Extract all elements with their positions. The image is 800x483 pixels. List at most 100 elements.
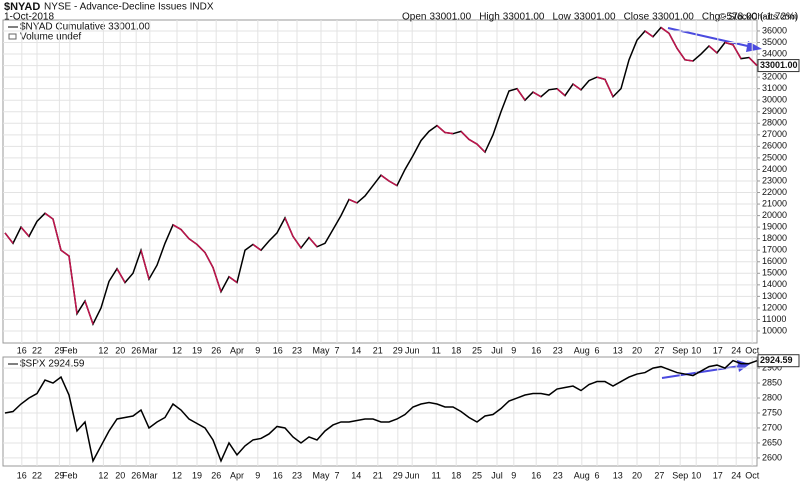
x-tick-label: 16 [531,470,541,480]
legend-label: $NYAD Cumulative 33001.00 [20,22,150,33]
x-tick-label: Apr [230,470,244,480]
x-tick-label: 14 [351,470,361,480]
decline-segment [724,41,734,46]
decline-segment [212,267,222,292]
y-tick-label: 29000 [762,106,787,116]
x-tick-label: 9 [511,470,516,480]
decline-segment [436,125,446,134]
quote-label: Chg [702,12,720,23]
y-tick-label: 26000 [762,141,787,151]
decline-segment [172,224,182,231]
series-line [4,359,758,464]
x-tick-label: Apr [230,345,244,355]
x-tick-label: 16 [273,470,283,480]
y-tick-label: 10000 [762,325,787,335]
x-tick-label: 10 [691,470,701,480]
instrument-name: NYSE - Advance-Decline Issues INDX [44,2,214,13]
x-tick-label: 25 [472,470,482,480]
x-tick-label: 29 [393,345,403,355]
decline-segment [84,300,94,325]
x-tick-label: 23 [553,345,563,355]
decline-segment [308,237,318,248]
x-tick-label: 20 [115,470,125,480]
decline-segment [52,218,62,251]
x-tick-label: 21 [373,345,383,355]
x-tick-label: 12 [172,345,182,355]
y-tick-label: 2700 [762,422,782,432]
x-tick-label: 6 [594,470,599,480]
x-tick-label: 14 [351,345,361,355]
x-tick-label: 18 [451,470,461,480]
y-tick-label: 2600 [762,452,782,462]
x-tick-label: Mar [142,470,158,480]
bottom-panel-frame [2,356,758,467]
y-tick-label: 21000 [762,198,787,208]
x-tick-label: Sep [672,470,688,480]
last-value-badge [757,59,800,73]
x-tick-label: 24 [731,345,741,355]
decline-segment [388,180,398,187]
y-tick-label: 15000 [762,268,787,278]
decline-segment [20,226,30,237]
x-tick-label: 24 [731,470,741,480]
x-tick-label: 12 [172,470,182,480]
y-tick-label: 2850 [762,377,782,387]
x-tick-label: 11 [432,345,441,355]
x-tick-label: 23 [292,345,302,355]
x-tick-label: 11 [432,470,441,480]
decline-segment [708,45,718,54]
quote-value: 33001.00 [503,12,545,23]
decline-segment [44,212,54,220]
x-tick-label: 16 [17,470,27,480]
x-tick-label: 23 [553,470,563,480]
legend-label: $SPX 2924.59 [20,359,85,370]
y-tick-label: 13000 [762,291,787,301]
decline-segment [476,143,486,153]
y-tick-label: 30000 [762,95,787,105]
x-tick-label: 18 [451,345,461,355]
x-tick-label: 6 [594,345,599,355]
x-tick-label: 10 [691,345,701,355]
y-tick-label: 24000 [762,164,787,174]
decline-segment [60,249,70,257]
x-tick-label: 26 [131,345,141,355]
quote-value: -578.00 (-1.72%) [723,12,798,23]
x-tick-label: 7 [334,470,339,480]
decline-segment [284,217,294,237]
x-tick-label: 26 [131,470,141,480]
x-tick-label: 20 [632,345,642,355]
last-value-label: 2924.59 [760,355,793,365]
decline-segment [572,83,582,91]
x-tick-label: Aug [574,470,590,480]
quote-value: 33001.00 [429,12,471,23]
x-tick-label: 27 [654,345,664,355]
x-tick-label: 29 [54,470,64,480]
y-tick-label: 2650 [762,437,782,447]
quote-label: Close [624,12,650,23]
decline-segment [140,250,150,280]
x-tick-label: 17 [713,470,723,480]
x-tick-label: 29 [393,470,403,480]
x-tick-label: Jul [491,470,503,480]
x-tick-label: 16 [531,345,541,355]
quote-value: 33001.00 [652,12,694,23]
y-tick-label: 31000 [762,83,787,93]
x-tick-label: 16 [17,345,27,355]
volume-note: Volume undef [20,32,81,43]
x-tick-label: 27 [654,470,664,480]
x-tick-label: 20 [632,470,642,480]
y-tick-label: 28000 [762,118,787,128]
x-tick-label: Mar [142,345,158,355]
y-tick-label: 18000 [762,233,787,243]
decline-segment [516,88,526,101]
decline-segment [604,79,614,98]
y-tick-label: 35000 [762,37,787,47]
decline-segment [532,91,542,98]
last-value-badge [757,354,800,368]
y-tick-label: 2800 [762,392,782,402]
x-tick-label: 13 [613,470,623,480]
top-panel-frame [2,19,758,344]
y-tick-label: 16000 [762,256,787,266]
decline-segment [444,131,454,135]
decline-segment [188,238,198,246]
